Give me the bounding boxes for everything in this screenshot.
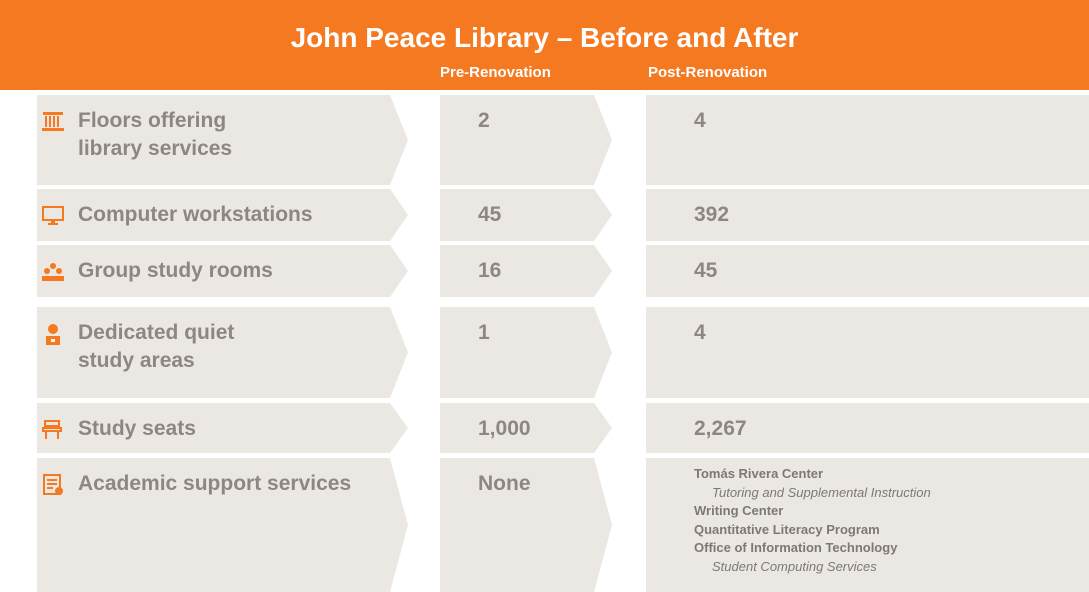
post-value: 4 (694, 321, 706, 344)
cell-background (440, 403, 612, 453)
column-header: Post-Renovation (648, 64, 768, 81)
cell-background (440, 245, 612, 297)
cell-background (646, 458, 1089, 592)
row-label: Computer workstations (78, 201, 313, 229)
row-icon (43, 474, 63, 495)
service-name: Writing Center (694, 503, 784, 518)
cell-background (37, 307, 408, 398)
row-icon (42, 420, 62, 439)
pre-value: None (478, 472, 531, 495)
header-band: John Peace Library – Before and After Pr… (0, 0, 1089, 90)
cell-background (37, 403, 408, 453)
row-icon (42, 112, 64, 131)
post-value: 2,267 (694, 417, 747, 440)
label-line: Academic support services (78, 472, 352, 495)
cell-background (440, 95, 612, 185)
label-line: study areas (78, 349, 195, 372)
cell-background (37, 95, 408, 185)
post-value: 4 (694, 109, 706, 132)
cell-background (440, 458, 612, 592)
row-icon (42, 263, 64, 281)
cell-background (37, 458, 408, 592)
cell-background (646, 245, 1089, 297)
pre-value: 1 (478, 321, 490, 344)
post-value: 392 (694, 203, 730, 226)
row-icon (46, 324, 60, 345)
row-icon (42, 206, 64, 225)
row-label: Dedicated quiet study areas (78, 319, 234, 375)
column-header: Pre-Renovation (440, 64, 551, 81)
cell-background (646, 307, 1089, 398)
row-label: Floors offering library services (78, 107, 232, 163)
title: John Peace Library – Before and After (290, 22, 799, 53)
cell-background (646, 95, 1089, 185)
service-name: Tomás Rivera Center (694, 466, 824, 481)
service-sub: Student Computing Services (712, 558, 877, 574)
label-line: Floors offering (78, 109, 227, 132)
pre-value: 2 (478, 109, 490, 132)
label-line: Group study rooms (78, 259, 273, 282)
label-line: Study seats (78, 417, 196, 440)
cell-background (440, 307, 612, 398)
pre-value: 1,000 (478, 417, 531, 440)
service-sub: Tutoring and Supplemental Instruction (712, 484, 931, 500)
row-label: Group study rooms (78, 257, 273, 285)
cell-background (440, 189, 612, 241)
row-label: Academic support services (78, 470, 351, 498)
label-line: Computer workstations (78, 203, 313, 226)
service-name: Quantitative Literacy Program (694, 521, 880, 537)
cell-background (37, 189, 408, 241)
post-list: Tomás Rivera Center Tutoring and Suppleme… (694, 465, 931, 576)
cell-background (37, 245, 408, 297)
row-label: Study seats (78, 415, 196, 443)
cell-background (646, 189, 1089, 241)
pre-value: 45 (478, 203, 502, 226)
cell-background (646, 403, 1089, 453)
pre-value: 16 (478, 259, 502, 282)
label-line: Dedicated quiet (78, 321, 235, 344)
service-name: Office of Information Technology (694, 540, 898, 555)
post-value: 45 (694, 259, 718, 282)
label-line: library services (78, 137, 233, 160)
